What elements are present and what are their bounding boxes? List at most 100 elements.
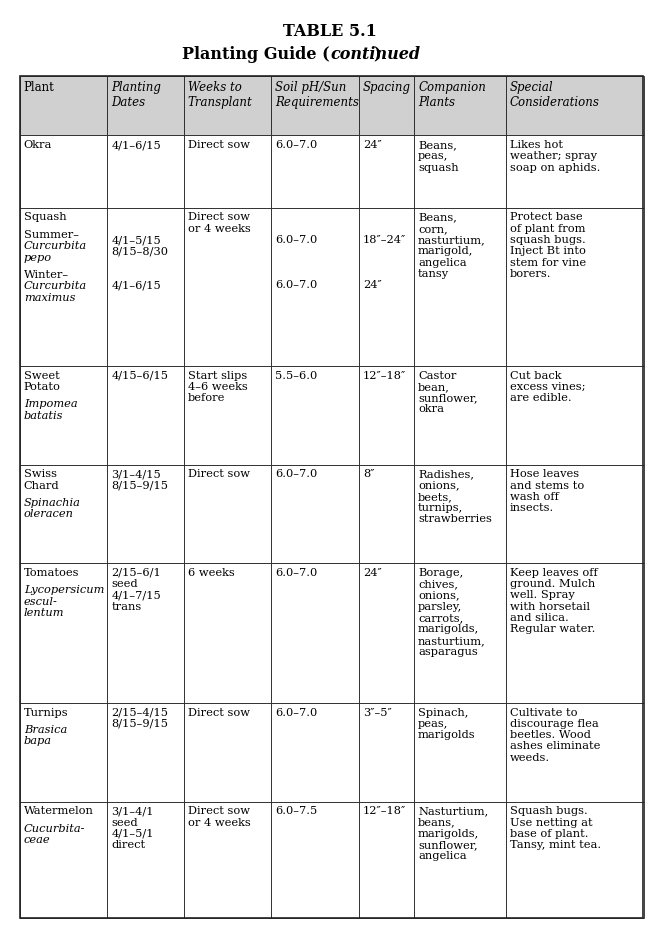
Bar: [506, 135, 644, 208]
Bar: [506, 802, 644, 918]
Text: 2/15–6/1: 2/15–6/1: [112, 568, 161, 578]
Text: soap on aphids.: soap on aphids.: [510, 162, 600, 172]
Text: batatis: batatis: [24, 411, 63, 421]
Text: Start slips: Start slips: [188, 371, 248, 381]
Text: nasturtium,: nasturtium,: [418, 235, 486, 245]
Text: 8″: 8″: [363, 469, 374, 479]
Text: 24″: 24″: [363, 140, 381, 150]
Text: Squash: Squash: [24, 212, 67, 222]
Text: Curcurbita: Curcurbita: [24, 282, 87, 291]
Text: Tomatoes: Tomatoes: [24, 568, 79, 578]
Bar: [184, 135, 271, 208]
Bar: [506, 703, 644, 802]
Bar: [271, 703, 359, 802]
Text: 18″–24″: 18″–24″: [363, 235, 406, 245]
Text: angelica: angelica: [418, 852, 467, 861]
Text: 6.0–7.0: 6.0–7.0: [275, 140, 317, 150]
Bar: [506, 76, 644, 135]
Text: bapa: bapa: [24, 736, 51, 746]
Text: 4/1–6/15: 4/1–6/15: [112, 280, 161, 290]
Text: Swiss: Swiss: [24, 469, 57, 479]
Bar: [414, 802, 506, 918]
Text: lentum: lentum: [24, 608, 64, 618]
Text: Inject Bt into: Inject Bt into: [510, 247, 585, 257]
Text: beetles. Wood: beetles. Wood: [510, 730, 591, 740]
Text: bean,: bean,: [418, 382, 450, 392]
Text: direct: direct: [112, 840, 145, 850]
Text: TABLE 5.1: TABLE 5.1: [283, 23, 377, 40]
Bar: [184, 208, 271, 366]
Bar: [20, 703, 108, 802]
Text: peas,: peas,: [418, 718, 448, 729]
Bar: [506, 564, 644, 703]
Text: 24″: 24″: [363, 568, 381, 578]
Text: angelica: angelica: [418, 258, 467, 268]
Text: 4/1–5/15: 4/1–5/15: [112, 235, 161, 245]
Text: seed: seed: [112, 579, 138, 590]
Text: parsley,: parsley,: [418, 602, 462, 612]
Text: ground. Mulch: ground. Mulch: [510, 579, 595, 590]
Text: 12″–18″: 12″–18″: [363, 806, 406, 817]
Bar: [414, 703, 506, 802]
Text: Plant: Plant: [24, 81, 55, 94]
Bar: [20, 208, 108, 366]
Text: strawberries: strawberries: [418, 514, 492, 525]
Text: Turnips: Turnips: [24, 707, 69, 717]
Text: 24″: 24″: [363, 280, 381, 290]
Text: marigolds,: marigolds,: [418, 625, 479, 634]
Text: Keep leaves off: Keep leaves off: [510, 568, 597, 578]
Text: trans: trans: [112, 602, 141, 612]
Text: Planting Guide (: Planting Guide (: [182, 46, 330, 63]
Bar: [184, 464, 271, 564]
Bar: [20, 76, 108, 135]
Bar: [271, 76, 359, 135]
Bar: [506, 208, 644, 366]
Bar: [108, 366, 184, 464]
Text: of plant from: of plant from: [510, 223, 585, 234]
Bar: [108, 135, 184, 208]
Bar: [414, 76, 506, 135]
Text: 4/1–6/15: 4/1–6/15: [112, 140, 161, 150]
Text: Regular water.: Regular water.: [510, 625, 595, 634]
Text: wash off: wash off: [510, 492, 559, 502]
Text: excess vines;: excess vines;: [510, 382, 585, 392]
Text: Spinachia: Spinachia: [24, 498, 81, 508]
Text: are edible.: are edible.: [510, 393, 572, 403]
Text: Protect base: Protect base: [510, 212, 582, 222]
Text: 3″–5″: 3″–5″: [363, 707, 391, 717]
Text: and stems to: and stems to: [510, 480, 584, 490]
Text: Hose leaves: Hose leaves: [510, 469, 579, 479]
Text: 6.0–7.5: 6.0–7.5: [275, 806, 317, 817]
Text: Beans,: Beans,: [418, 140, 457, 150]
Text: seed: seed: [112, 818, 138, 828]
Text: Beans,: Beans,: [418, 212, 457, 222]
Text: beets,: beets,: [418, 492, 453, 502]
Bar: [108, 208, 184, 366]
Bar: [414, 464, 506, 564]
Text: Potato: Potato: [24, 382, 61, 392]
Text: Squash bugs.: Squash bugs.: [510, 806, 587, 817]
Text: Companion
Plants: Companion Plants: [418, 81, 486, 108]
Text: Soil pH/Sun
Requirements: Soil pH/Sun Requirements: [275, 81, 359, 108]
Bar: [359, 703, 414, 802]
Text: weather; spray: weather; spray: [510, 151, 597, 161]
Text: beans,: beans,: [418, 818, 456, 828]
Text: sunflower,: sunflower,: [418, 840, 478, 850]
Text: squash: squash: [418, 162, 459, 172]
Text: sunflower,: sunflower,: [418, 393, 478, 403]
Bar: [20, 464, 108, 564]
Bar: [271, 208, 359, 366]
Text: insects.: insects.: [510, 503, 554, 514]
Text: Cut back: Cut back: [510, 371, 561, 381]
Bar: [20, 802, 108, 918]
Text: with horsetail: with horsetail: [510, 602, 590, 612]
Text: onions,: onions,: [418, 480, 459, 490]
Text: well. Spray: well. Spray: [510, 590, 575, 601]
Text: 6.0–7.0: 6.0–7.0: [275, 235, 317, 245]
Text: Okra: Okra: [24, 140, 52, 150]
Bar: [271, 464, 359, 564]
Text: continued: continued: [330, 46, 420, 63]
Text: Direct sow: Direct sow: [188, 806, 250, 817]
Text: ceae: ceae: [24, 835, 50, 845]
Text: 6.0–7.0: 6.0–7.0: [275, 469, 317, 479]
